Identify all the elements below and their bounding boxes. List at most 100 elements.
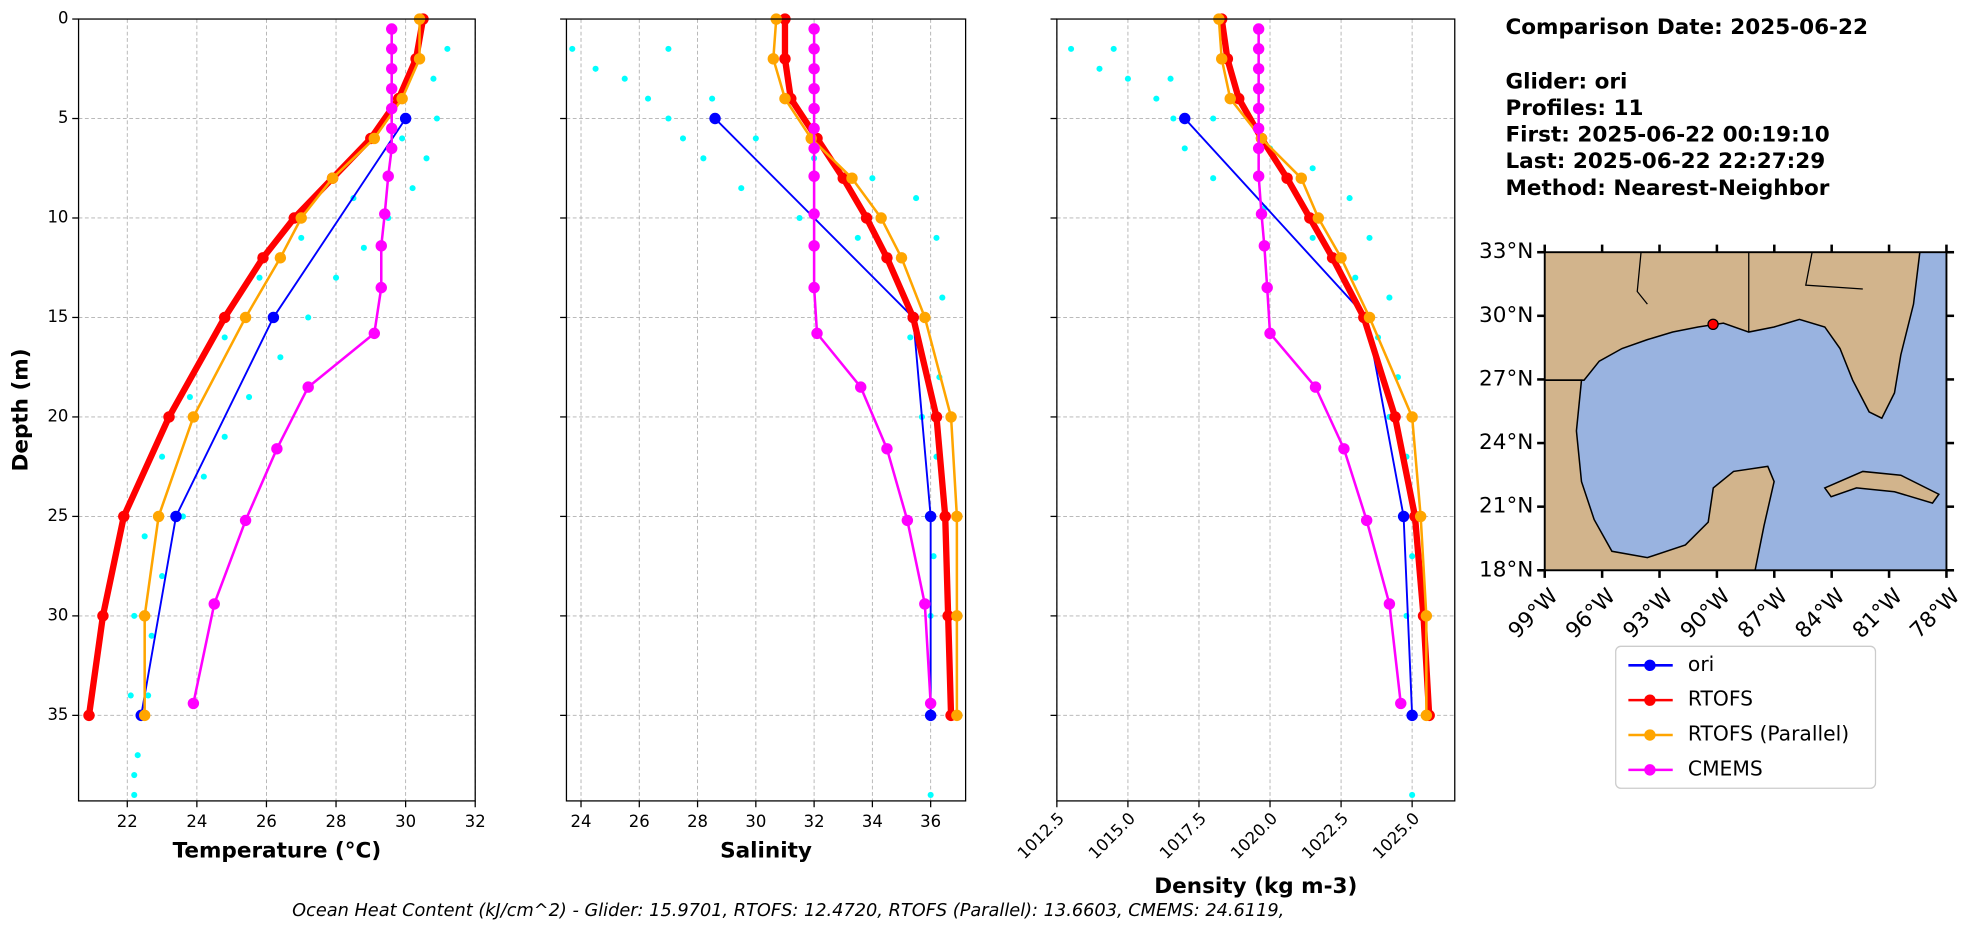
glider-point xyxy=(131,612,138,619)
profile-marker xyxy=(1304,212,1316,224)
profile-marker xyxy=(1216,53,1228,65)
border xyxy=(1805,252,1863,290)
profile-marker xyxy=(187,697,200,710)
profile-line xyxy=(1217,18,1428,716)
profile-marker xyxy=(267,311,280,324)
profile-marker xyxy=(118,510,130,523)
glider-point xyxy=(592,65,599,72)
profile-marker xyxy=(919,598,931,610)
profile-marker xyxy=(1326,252,1339,264)
land xyxy=(1823,470,1940,505)
profile-line xyxy=(1184,117,1414,716)
glider-point xyxy=(913,195,920,202)
map-background xyxy=(1543,251,1948,572)
glider-point xyxy=(433,115,440,122)
x-tick-label: 99°W xyxy=(1504,584,1564,644)
border xyxy=(1636,252,1648,305)
profile-marker xyxy=(326,172,339,184)
glider-point xyxy=(1309,234,1316,241)
glider-point xyxy=(444,45,451,52)
profile-marker xyxy=(945,411,957,423)
profile-marker xyxy=(1414,510,1427,523)
y-tick-label: 21°N xyxy=(1479,494,1533,519)
profile-marker xyxy=(257,252,269,264)
glider-point xyxy=(360,244,367,251)
profile-marker xyxy=(846,172,858,184)
glider-point xyxy=(145,692,152,699)
profile-marker xyxy=(779,53,791,65)
map-frame xyxy=(1543,251,1948,572)
glider-point xyxy=(621,75,628,82)
profile-marker xyxy=(386,142,398,155)
x-axis-label: Density (kg m-3) xyxy=(1154,874,1357,899)
profile-marker xyxy=(386,82,398,95)
info-line: Profiles: 11 xyxy=(1505,96,1643,121)
y-tick-label: 15 xyxy=(47,307,68,326)
x-tick-label: 26 xyxy=(629,812,650,831)
glider-point xyxy=(1210,175,1217,182)
y-tick-label: 27°N xyxy=(1479,366,1533,391)
profile-marker xyxy=(138,610,151,622)
profile-marker xyxy=(1252,170,1265,182)
profile-marker xyxy=(375,281,387,294)
profile-line xyxy=(772,18,959,716)
profile-line xyxy=(143,19,421,716)
profile-marker xyxy=(1360,514,1373,527)
legend-label: RTOFS (Parallel) xyxy=(1688,722,1849,746)
profile-marker xyxy=(368,132,381,145)
x-tick-label: 24 xyxy=(571,812,592,831)
glider-point xyxy=(738,185,745,192)
profile-marker xyxy=(808,170,820,182)
glider-point xyxy=(127,692,134,699)
x-axis-label: Salinity xyxy=(720,839,812,864)
profile-marker xyxy=(1252,63,1265,75)
profile-marker xyxy=(951,610,963,622)
profile-marker xyxy=(386,102,398,115)
glider-point xyxy=(1386,294,1393,301)
profile-marker xyxy=(170,510,182,523)
profile-line xyxy=(1218,18,1433,716)
x-tick-label: 30 xyxy=(745,812,766,831)
profile-marker xyxy=(1258,240,1271,252)
glider-point xyxy=(1309,165,1316,172)
legend-marker xyxy=(1644,729,1656,741)
profile-marker xyxy=(152,510,165,523)
x-tick-label: 24 xyxy=(186,812,207,831)
glider-point xyxy=(221,433,228,440)
profile-marker xyxy=(1252,43,1265,55)
glider-point xyxy=(186,394,193,401)
profile-marker xyxy=(924,697,937,710)
profile-marker xyxy=(1312,212,1325,224)
glider-point xyxy=(709,95,716,102)
profile-line xyxy=(85,18,427,716)
profile-marker xyxy=(399,112,412,125)
y-tick-label: 30°N xyxy=(1479,303,1533,328)
info-line: Method: Nearest-Neighbor xyxy=(1505,176,1829,201)
x-tick-label: 1015.0 xyxy=(1085,809,1139,863)
profile-marker xyxy=(1179,112,1191,125)
profile-marker xyxy=(1406,411,1418,423)
profile-marker xyxy=(930,411,943,423)
x-tick-label: 26 xyxy=(256,812,277,831)
glider-point xyxy=(134,752,141,759)
glider-point xyxy=(148,632,155,639)
y-tick-label: 25 xyxy=(47,506,68,525)
glider-point xyxy=(1153,95,1160,102)
profile-marker xyxy=(808,240,820,252)
y-tick-label: 24°N xyxy=(1479,430,1533,455)
glider-point xyxy=(939,294,946,301)
profile-marker xyxy=(382,170,394,182)
glider-point xyxy=(1409,553,1416,560)
profile-marker xyxy=(1252,102,1265,115)
legend-label: CMEMS xyxy=(1688,756,1763,780)
profile-marker xyxy=(808,43,820,55)
profile-marker xyxy=(1261,281,1273,294)
glider-point xyxy=(423,155,430,162)
profile-marker xyxy=(1335,252,1347,264)
profile-marker xyxy=(709,112,721,125)
profile-marker xyxy=(239,311,252,324)
x-tick-label: 87°W xyxy=(1733,584,1793,644)
x-tick-label: 30 xyxy=(395,812,416,831)
glider-point xyxy=(221,334,228,341)
